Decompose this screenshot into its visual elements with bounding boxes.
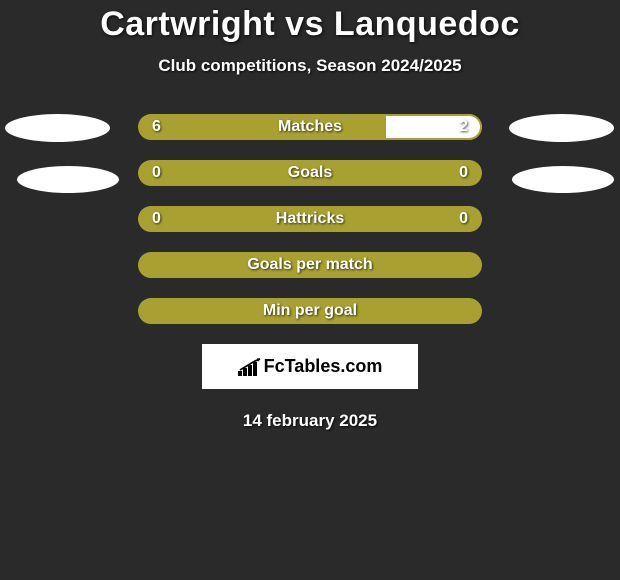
logo-box: FcTables.com bbox=[202, 344, 418, 389]
stat-bar: Goals per match bbox=[138, 252, 482, 278]
stat-bar: Matches 6 2 bbox=[138, 114, 482, 140]
bar-value-right: 2 bbox=[459, 118, 468, 136]
bar-label: Goals bbox=[288, 164, 332, 182]
page-title: Cartwright vs Lanquedoc bbox=[0, 5, 620, 44]
logo-text: FcTables.com bbox=[264, 356, 383, 377]
stat-bar: Goals 0 0 bbox=[138, 160, 482, 186]
bar-label: Min per goal bbox=[263, 302, 357, 320]
stats-area: Matches 6 2 Goals 0 0 Hattricks 0 0 Goals per mat… bbox=[0, 114, 620, 324]
bar-label: Matches bbox=[278, 118, 342, 136]
bar-value-right: 0 bbox=[459, 210, 468, 228]
stat-bar: Min per goal bbox=[138, 298, 482, 324]
bars-container: Matches 6 2 Goals 0 0 Hattricks 0 0 Goals per mat… bbox=[0, 114, 620, 324]
main-container: Cartwright vs Lanquedoc Club competition… bbox=[0, 0, 620, 431]
subtitle: Club competitions, Season 2024/2025 bbox=[0, 56, 620, 76]
player-right-marker-1 bbox=[509, 114, 614, 142]
player-right-marker-2 bbox=[512, 166, 614, 193]
bar-label: Goals per match bbox=[247, 256, 372, 274]
bar-value-left: 6 bbox=[152, 118, 161, 136]
chart-icon bbox=[238, 358, 262, 376]
bar-value-right: 0 bbox=[459, 164, 468, 182]
stat-bar: Hattricks 0 0 bbox=[138, 206, 482, 232]
bar-label: Hattricks bbox=[276, 210, 344, 228]
logo: FcTables.com bbox=[238, 356, 383, 377]
bar-value-left: 0 bbox=[152, 164, 161, 182]
date-text: 14 february 2025 bbox=[0, 411, 620, 431]
player-left-marker-1 bbox=[5, 114, 110, 142]
bar-value-left: 0 bbox=[152, 210, 161, 228]
player-left-marker-2 bbox=[17, 166, 119, 193]
